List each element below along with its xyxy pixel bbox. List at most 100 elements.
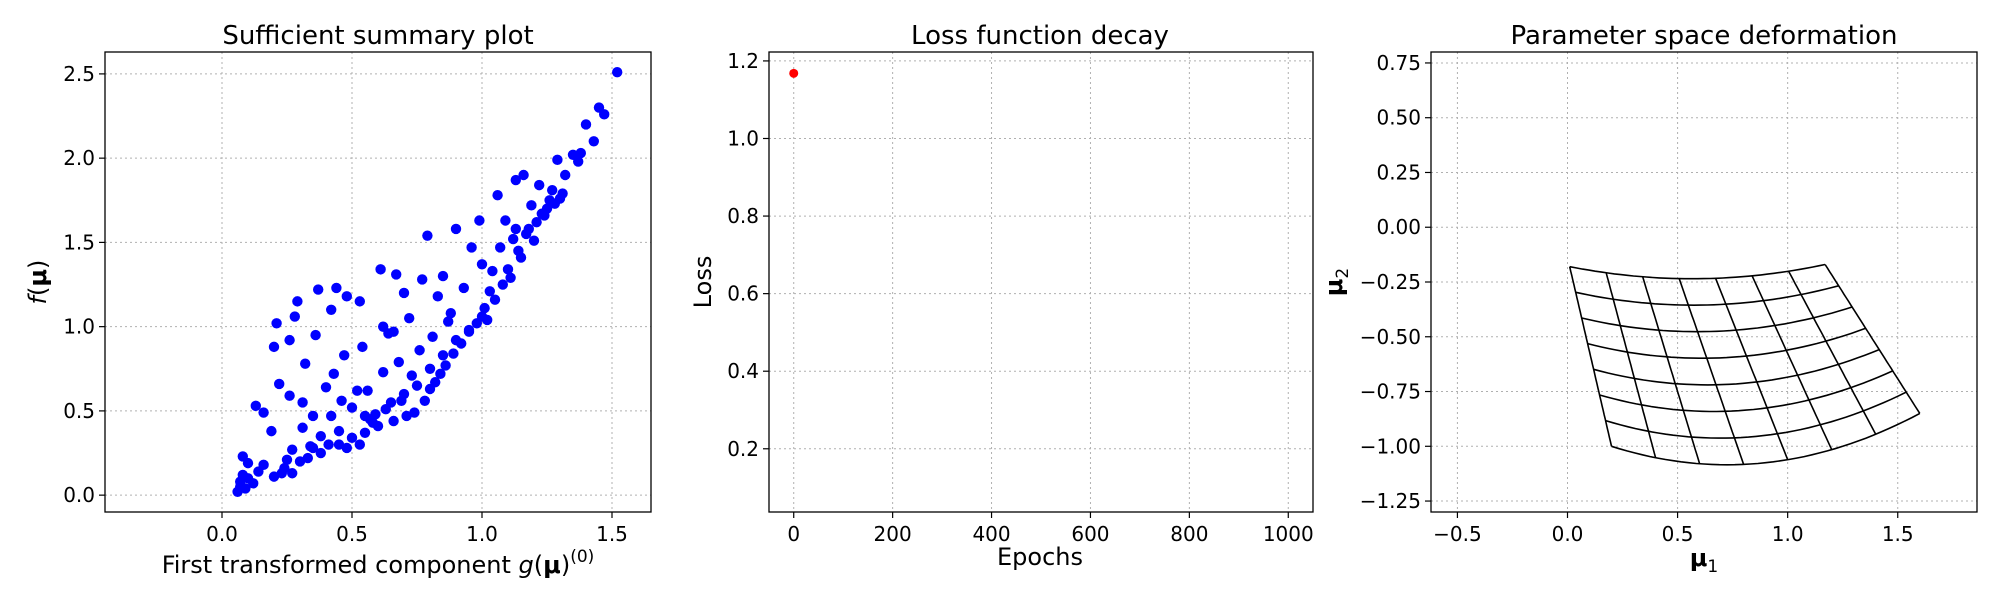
scatter-point	[370, 409, 381, 420]
scatter-point	[523, 223, 534, 235]
scatter-point	[242, 457, 254, 469]
scatter-point	[398, 287, 410, 299]
scatter-point	[354, 439, 365, 450]
scatter-point	[346, 402, 358, 413]
scatter-point	[323, 439, 334, 450]
loss-plot-xticks: 0 200 400 600 800 1000	[787, 512, 1314, 546]
scatter-point	[612, 67, 623, 78]
scatter-point	[450, 223, 462, 235]
scatter-point	[336, 395, 347, 406]
scatter-point	[388, 326, 399, 337]
summary-plot-title: Sufficient summary plot	[222, 21, 533, 51]
scatter-point	[474, 215, 485, 226]
mesh-column-line	[1678, 278, 1745, 465]
scatter-point	[326, 410, 337, 422]
loss-plot-title: Loss function decay	[911, 21, 1169, 51]
deformation-plot-xlabel: μ1	[1690, 544, 1719, 577]
y-tick-label: 2.5	[63, 62, 95, 86]
scatter-point	[248, 478, 259, 489]
scatter-point	[406, 370, 417, 381]
y-tick-label: 0.5	[63, 399, 95, 423]
scatter-point	[294, 456, 306, 467]
scatter-point	[466, 242, 477, 253]
y-tick-label: −1.25	[1360, 489, 1421, 513]
scatter-point	[328, 368, 339, 380]
scatter-point	[354, 296, 365, 307]
loss-decay-panel: Loss function decay 0 200 400 600 800 1000 0.…	[689, 21, 1314, 571]
loss-plot-ylabel: Loss	[689, 256, 717, 309]
scatter-point	[422, 230, 433, 241]
loss-plot-points	[789, 68, 799, 78]
scatter-point	[424, 363, 436, 374]
scatter-point	[443, 316, 454, 327]
scatter-point	[315, 447, 326, 459]
y-tick-label: 0.4	[727, 359, 759, 383]
scatter-point	[287, 444, 298, 455]
mesh-column-line	[1824, 264, 1921, 414]
scatter-point	[331, 282, 342, 294]
scatter-point	[289, 311, 300, 322]
scatter-point	[250, 400, 261, 412]
mesh-column-line	[1605, 272, 1657, 458]
loss-plot-xlabel: Epochs	[997, 543, 1083, 571]
scatter-point	[292, 296, 303, 307]
scatter-point	[484, 286, 495, 297]
scatter-point	[432, 291, 443, 302]
scatter-point	[398, 388, 410, 400]
scatter-point	[437, 350, 449, 361]
scatter-point	[313, 284, 324, 295]
scatter-point	[492, 190, 503, 201]
summary-plot-points	[232, 67, 623, 497]
scatter-point	[258, 407, 269, 418]
deformation-plot-xticks: −0.5 0.0 0.5 1.0 1.5	[1433, 512, 1914, 546]
scatter-point	[476, 311, 488, 322]
y-tick-label: 0.0	[63, 483, 95, 507]
scatter-point	[310, 329, 321, 341]
scatter-point	[297, 422, 308, 433]
scatter-point	[419, 395, 430, 406]
summary-plot-ylabel: f(μ)	[24, 260, 52, 305]
scatter-point	[359, 427, 371, 439]
mesh-column-line	[1641, 276, 1701, 464]
scatter-point	[588, 136, 599, 147]
scatter-point	[531, 216, 542, 228]
summary-plot-grid	[105, 52, 651, 512]
scatter-point	[547, 184, 558, 196]
scatter-point	[404, 313, 415, 324]
scatter-point	[515, 252, 527, 263]
deformation-plot-yticks: −1.25 −1.00 −0.75 −0.50 −0.25 0.00 0.25 0.50 0.7…	[1360, 51, 1431, 513]
scatter-point	[258, 459, 269, 471]
scatter-point	[411, 380, 423, 391]
scatter-point	[240, 483, 251, 494]
scatter-point	[341, 291, 352, 302]
scatter-point	[427, 331, 438, 342]
y-tick-label: 1.0	[63, 315, 95, 339]
scatter-point	[320, 382, 332, 393]
scatter-point	[287, 468, 298, 479]
scatter-point	[458, 282, 469, 294]
mesh-row-line	[1605, 391, 1907, 439]
summary-plot-frame	[104, 51, 652, 513]
scatter-point	[268, 471, 280, 482]
scatter-point	[508, 233, 519, 245]
x-tick-label: 1000	[1263, 522, 1314, 546]
mesh-column-line	[1751, 275, 1833, 450]
loss-plot-yticks: 0.2 0.4 0.6 0.8 1.0 1.2	[727, 49, 769, 461]
mesh-column-line	[1568, 266, 1613, 447]
scatter-point	[333, 439, 345, 450]
scatter-point	[552, 154, 563, 166]
scatter-point	[450, 334, 462, 346]
deformation-plot-title: Parameter space deformation	[1511, 21, 1898, 51]
scatter-point	[479, 302, 490, 314]
mesh-row-line	[1593, 348, 1880, 386]
scatter-point	[575, 147, 586, 159]
scatter-point	[487, 265, 498, 277]
deformation-plot-ylabel: μ2	[1320, 268, 1353, 297]
y-tick-label: −0.75	[1360, 380, 1421, 404]
scatter-point	[315, 430, 326, 442]
sufficient-summary-panel: Sufficient summary plot 0.0 0.5 1.0 1.5 0.0…	[24, 21, 652, 579]
scatter-point	[385, 397, 397, 408]
scatter-point	[357, 341, 368, 353]
scatter-point	[375, 264, 386, 275]
scatter-point	[560, 169, 571, 181]
